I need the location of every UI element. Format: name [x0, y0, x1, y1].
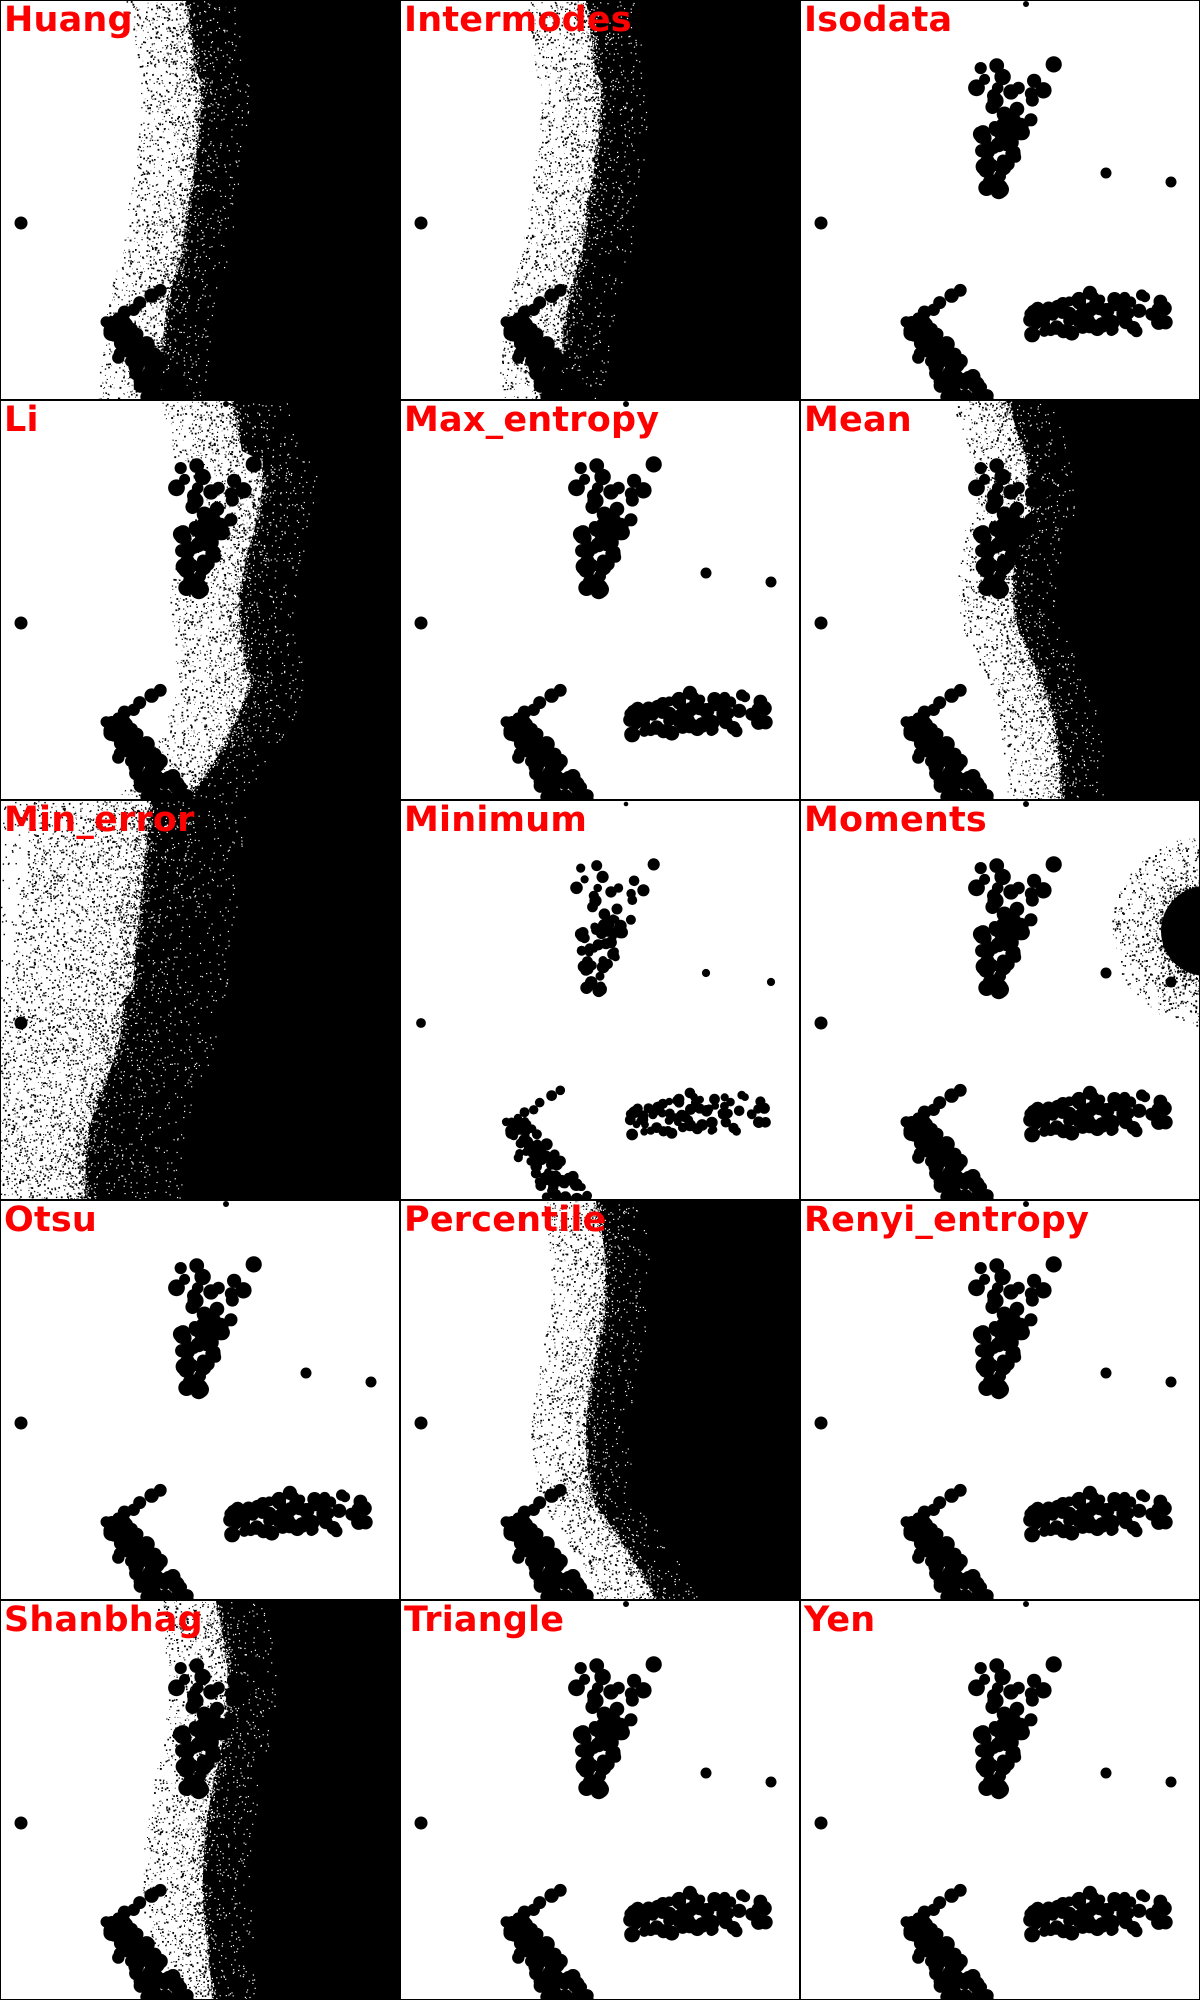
threshold-panel-minimum: Minimum [400, 800, 800, 1200]
panel-title: Percentile [404, 1203, 607, 1238]
threshold-panel-shanbhag: Shanbhag [0, 1600, 400, 2000]
binarized-micrograph [814, 1, 1177, 399]
threshold-panel-huang: Huang [0, 0, 400, 400]
binarized-micrograph [1, 801, 399, 1199]
binarized-micrograph [14, 1201, 377, 1599]
panel-title: Min_error [4, 803, 195, 838]
binarized-micrograph [814, 401, 1199, 799]
panel-title: Renyi_entropy [804, 1203, 1089, 1238]
binarized-micrograph [414, 1601, 777, 1999]
threshold-panel-isodata: Isodata [800, 0, 1200, 400]
panel-title: Max_entropy [404, 403, 659, 438]
threshold-panel-mean: Mean [800, 400, 1200, 800]
binarized-micrograph [814, 1601, 1177, 1999]
panel-title: Isodata [804, 3, 952, 38]
threshold-panel-min-error: Min_error [0, 800, 400, 1200]
panel-title: Minimum [404, 803, 587, 838]
panel-title: Otsu [4, 1203, 97, 1238]
threshold-panel-li: Li [0, 400, 400, 800]
threshold-panel-percentile: Percentile [400, 1200, 800, 1600]
binarized-micrograph [14, 1, 399, 399]
panel-title: Moments [804, 803, 987, 838]
panel-title: Shanbhag [4, 1603, 203, 1638]
threshold-panel-otsu: Otsu [0, 1200, 400, 1600]
threshold-panel-triangle: Triangle [400, 1600, 800, 2000]
binarized-micrograph [814, 801, 1199, 1199]
threshold-panel-yen: Yen [800, 1600, 1200, 2000]
binarized-micrograph [416, 801, 776, 1199]
binarized-micrograph [14, 401, 399, 799]
binarized-micrograph [14, 1601, 399, 1999]
panel-title: Huang [4, 3, 133, 38]
panel-title: Yen [804, 1603, 875, 1638]
binarized-micrograph [814, 1201, 1177, 1599]
threshold-panel-max-entropy: Max_entropy [400, 400, 800, 800]
threshold-panel-renyi-entropy: Renyi_entropy [800, 1200, 1200, 1600]
binarized-micrograph [414, 1, 799, 399]
threshold-panel-moments: Moments [800, 800, 1200, 1200]
threshold-panel-intermodes: Intermodes [400, 0, 800, 400]
panel-title: Mean [804, 403, 912, 438]
panel-title: Intermodes [404, 3, 632, 38]
binarized-micrograph [414, 401, 777, 799]
panel-title: Triangle [404, 1603, 564, 1638]
panel-title: Li [4, 403, 39, 438]
binarized-micrograph [414, 1201, 799, 1599]
